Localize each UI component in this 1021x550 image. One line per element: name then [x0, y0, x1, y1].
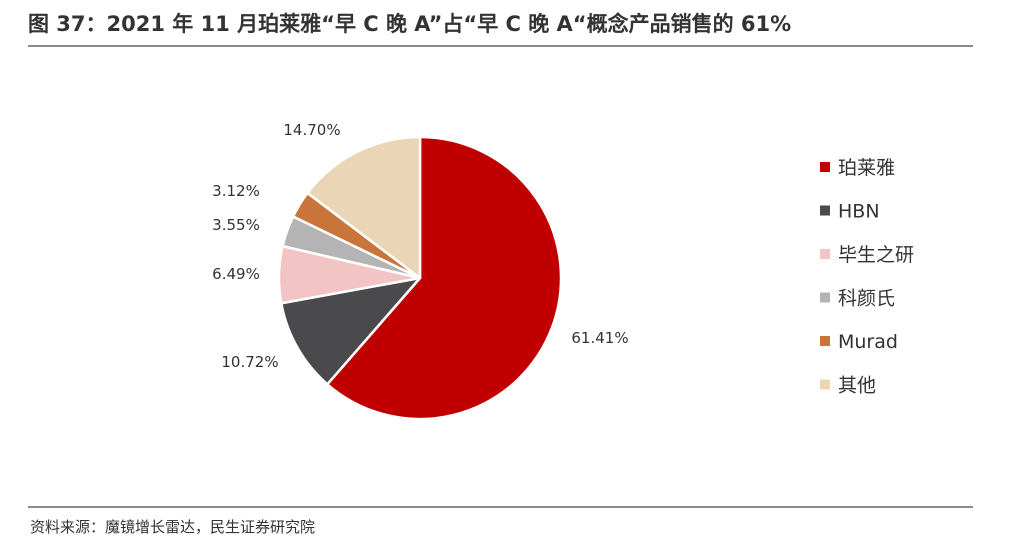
data-labels: 61.41% 10.72% 6.49% 3.55% 3.12% 14.70% — [212, 121, 628, 371]
legend-swatch-4 — [820, 336, 830, 346]
top-divider — [28, 45, 973, 47]
data-label-1: 10.72% — [221, 353, 278, 371]
legend-swatch-3 — [820, 292, 830, 303]
legend-label-5: 其他 — [838, 375, 876, 397]
data-label-0: 61.41% — [571, 329, 628, 347]
legend-label-0: 珀莱雅 — [838, 157, 895, 179]
pie-slice-0 — [326, 135, 563, 421]
legend-swatch-2 — [820, 249, 830, 259]
data-label-3: 3.55% — [212, 216, 260, 234]
data-label-2: 6.49% — [212, 265, 260, 283]
pie-slice-5 — [306, 135, 422, 280]
data-label-5: 14.70% — [283, 121, 340, 139]
legend-swatch-0 — [820, 162, 830, 172]
pie-slice-1 — [280, 276, 422, 386]
legend-swatch-5 — [820, 379, 830, 390]
data-label-4: 3.12% — [212, 182, 260, 200]
chart-title: 图 37：2021 年 11 月珀莱雅“早 C 晚 A”占“早 C 晚 A“概念… — [28, 12, 792, 36]
legend-label-3: 科颜氏 — [838, 288, 895, 310]
pie-slices — [277, 135, 563, 421]
source-note: 资料来源：魔镜增长雷达，民生证券研究院 — [30, 518, 316, 536]
legend-label-2: 毕生之研 — [838, 244, 914, 266]
legend-label-4: Murad — [838, 331, 898, 353]
legend-label-1: HBN — [838, 201, 880, 223]
legend-swatch-1 — [820, 205, 830, 216]
bottom-divider — [28, 506, 973, 508]
